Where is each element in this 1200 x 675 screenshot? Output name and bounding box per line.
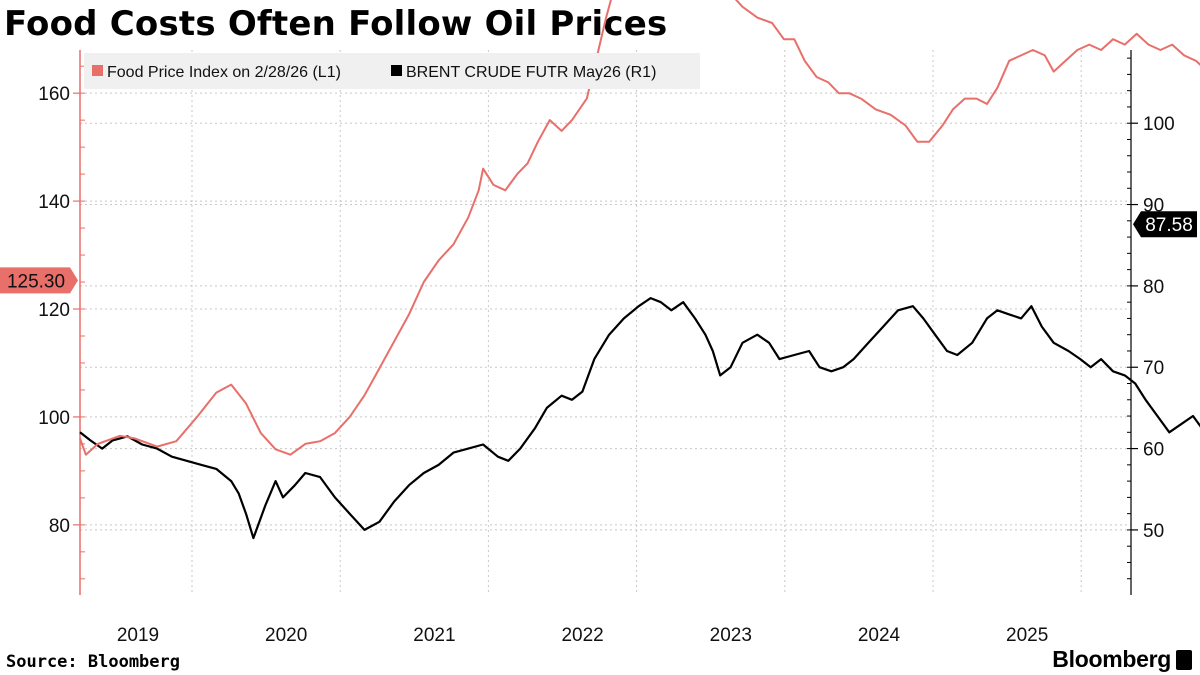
left-axis-tick-label: 140	[38, 192, 70, 213]
x-axis-label: 2020	[265, 625, 307, 646]
chart-title: Food Costs Often Follow Oil Prices	[4, 4, 668, 44]
bloomberg-logo-icon	[1176, 649, 1192, 670]
left-axis-tick-label: 100	[38, 408, 70, 429]
brand-wordmark: Bloomberg	[1052, 646, 1171, 672]
end-value-labels: 87.58 125.30	[0, 211, 1197, 294]
grid-lines	[80, 50, 1131, 595]
x-axis-label: 2022	[561, 625, 603, 646]
source-note: Source: Bloomberg	[6, 652, 180, 672]
legend-entry-label: Food Price Index on 2/28/26 (L1)	[107, 64, 341, 81]
left-axis-tick-label: 80	[49, 516, 70, 537]
brand-logo: Bloomberg	[1052, 646, 1192, 673]
x-axis-label: 2024	[858, 625, 901, 646]
series-lines	[79, 0, 1200, 540]
x-axis-label: 2021	[413, 625, 455, 646]
right-axis-tick-label: 100	[1143, 114, 1175, 135]
right-axis-tick-label: 50	[1143, 521, 1164, 542]
food-last-value-label: 125.30	[7, 271, 65, 292]
x-axis-label: 2025	[1006, 625, 1048, 646]
left-axis-tick-label: 160	[38, 84, 70, 105]
legend: Food Price Index on 2/28/26 (L1) BRENT CR…	[84, 53, 700, 89]
left-axis-tick-label: 120	[38, 300, 70, 321]
food-last-value-tag	[0, 267, 78, 294]
legend-entry-label: BRENT CRUDE FUTR May26 (R1)	[406, 64, 656, 81]
food-price-index-line	[79, 0, 1200, 456]
right-axis-tick-label: 80	[1143, 277, 1164, 298]
brent-crude-line	[79, 297, 1200, 540]
x-axis-label: 2023	[710, 625, 752, 646]
brent-last-value-tag	[1133, 211, 1197, 238]
x-axis-label: 2019	[117, 625, 159, 646]
right-axis-tick-label: 70	[1143, 358, 1164, 379]
legend-swatch	[92, 65, 103, 76]
right-axis-tick-label: 60	[1143, 440, 1164, 461]
legend-swatch	[391, 65, 402, 76]
brent-last-value-label: 87.58	[1145, 215, 1193, 236]
